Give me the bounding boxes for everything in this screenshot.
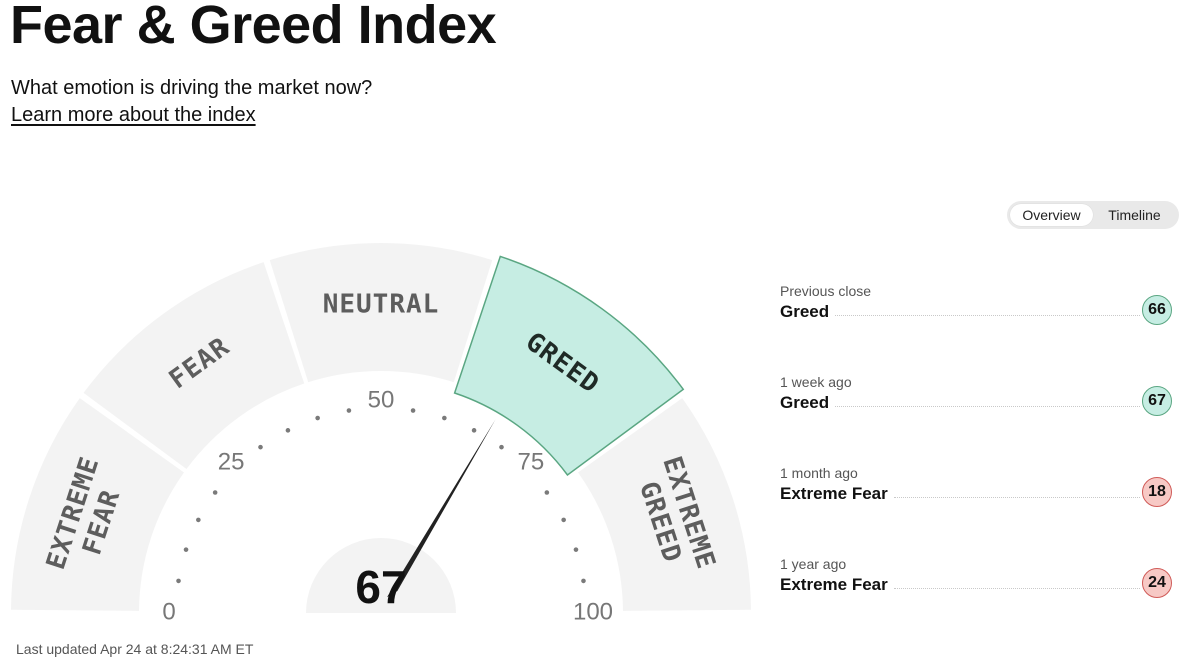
gauge-segment-extreme-greed	[578, 398, 751, 611]
gauge-tick	[258, 444, 263, 450]
gauge-needle	[387, 419, 496, 598]
history-rating: Greed	[780, 393, 830, 412]
history-label: 1 week ago	[780, 374, 852, 390]
gauge-tick	[212, 490, 218, 495]
history-rating: Extreme Fear	[780, 575, 888, 594]
fear-greed-gauge: EXTREME FEAR FEAR NEUTRAL GREED EXTREME GREED 0…	[0, 235, 760, 635]
gauge-tick-label: 75	[518, 448, 545, 475]
page-title: Fear & Greed Index	[10, 0, 497, 55]
gauge-value: 67	[355, 561, 406, 613]
gauge-value-disc	[306, 537, 456, 613]
history-row: 1 month ago Extreme Fear 18	[780, 465, 1174, 525]
gauge-tick	[410, 408, 416, 413]
gauge-tick-label: 50	[368, 386, 395, 413]
gauge-tick	[499, 444, 504, 450]
gauge-tick	[442, 415, 447, 421]
gauge-segment-extreme-fear	[11, 398, 184, 611]
gauge-tick	[561, 517, 566, 523]
gauge-tick-label: 0	[162, 598, 175, 625]
history-row: 1 week ago Greed 67	[780, 374, 1174, 434]
history-dotted-leader	[893, 588, 1140, 589]
gauge-tick	[471, 428, 477, 433]
gauge-tick	[346, 408, 352, 413]
history-label: 1 month ago	[780, 465, 858, 481]
gauge-tick-label: 25	[218, 448, 245, 475]
gauge-tick	[176, 578, 181, 584]
history-row: Previous close Greed 66	[780, 283, 1174, 343]
gauge-tick-label: 100	[573, 598, 613, 625]
gauge-label-neutral: NEUTRAL	[323, 290, 440, 320]
history-rating: Greed	[780, 302, 830, 321]
history-value-badge: 24	[1142, 568, 1172, 598]
history-value-badge: 66	[1142, 295, 1172, 325]
history-value-badge: 67	[1142, 386, 1172, 416]
history-dotted-leader	[893, 497, 1140, 498]
tab-timeline[interactable]: Timeline	[1108, 207, 1161, 223]
history-row: 1 year ago Extreme Fear 24	[780, 556, 1174, 616]
history-dotted-leader	[835, 315, 1140, 316]
history-dotted-leader	[835, 406, 1140, 407]
history-label: Previous close	[780, 283, 872, 299]
gauge-segment-greed	[453, 255, 685, 477]
gauge-segment-fear	[83, 262, 305, 470]
learn-more-link[interactable]: Learn more about the index	[11, 104, 256, 126]
gauge-tick	[581, 578, 586, 584]
last-updated: Last updated Apr 24 at 8:24:31 AM ET	[16, 641, 254, 657]
gauge-tick	[285, 428, 291, 433]
gauge-tick	[315, 415, 320, 421]
gauge-tick	[573, 547, 579, 552]
gauge-tick	[544, 490, 550, 495]
gauge-tick	[183, 547, 189, 552]
gauge-segment-neutral	[269, 243, 493, 383]
page-subtitle: What emotion is driving the market now?	[11, 77, 373, 99]
history-rating: Extreme Fear	[780, 484, 888, 503]
history-label: 1 year ago	[780, 556, 847, 572]
gauge-tick	[196, 517, 201, 523]
gauge-svg: EXTREMEFEARFEARNEUTRALGREEDEXTREMEGREED0…	[11, 243, 751, 625]
view-toggle: Overview Timeline	[1007, 201, 1179, 229]
tab-overview[interactable]: Overview	[1010, 204, 1093, 226]
gauge-inner	[151, 383, 611, 613]
history-value-badge: 18	[1142, 477, 1172, 507]
